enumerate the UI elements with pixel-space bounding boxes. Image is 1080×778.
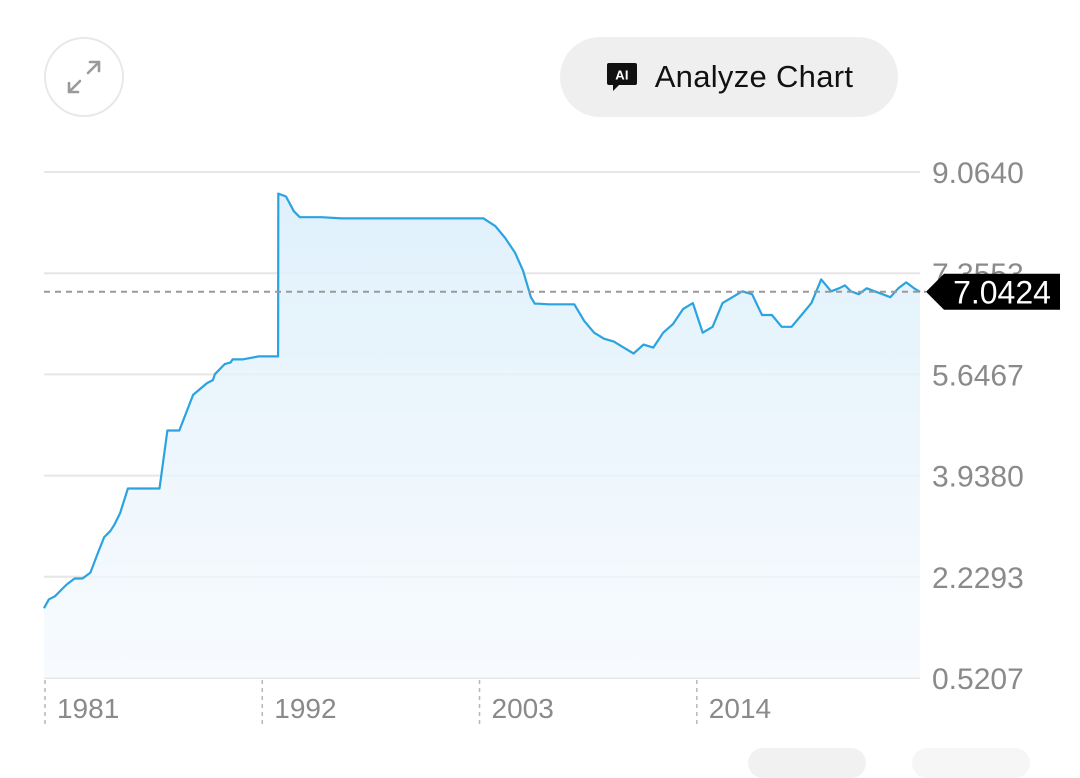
y-tick-label: 3.9380: [932, 461, 1024, 494]
series-line: [43, 192, 921, 609]
area-fill: [44, 193, 920, 678]
expand-button[interactable]: [44, 37, 124, 117]
y-tick-label: 9.0640: [932, 157, 1024, 190]
y-tick-label: 5.6467: [932, 359, 1024, 392]
analyze-chart-button[interactable]: AI Analyze Chart: [560, 37, 898, 117]
current-value-badge: [926, 273, 1060, 310]
range-option-pill[interactable]: [748, 748, 866, 778]
ai-badge-text: AI: [615, 68, 629, 83]
analyze-chart-label: Analyze Chart: [654, 59, 854, 94]
y-tick-label: 0.5207: [932, 663, 1024, 696]
range-option-pill[interactable]: [912, 748, 1030, 778]
x-tick-label: 2014: [709, 693, 771, 724]
y-tick-label: 2.2293: [932, 562, 1024, 595]
current-value-label: 7.0424: [953, 275, 1051, 311]
x-tick-label: 1981: [57, 693, 119, 724]
ai-chat-icon: AI: [605, 60, 639, 94]
x-tick-label: 2003: [492, 693, 554, 724]
x-tick-label: 1992: [274, 693, 336, 724]
expand-arrows-icon: [67, 60, 101, 94]
